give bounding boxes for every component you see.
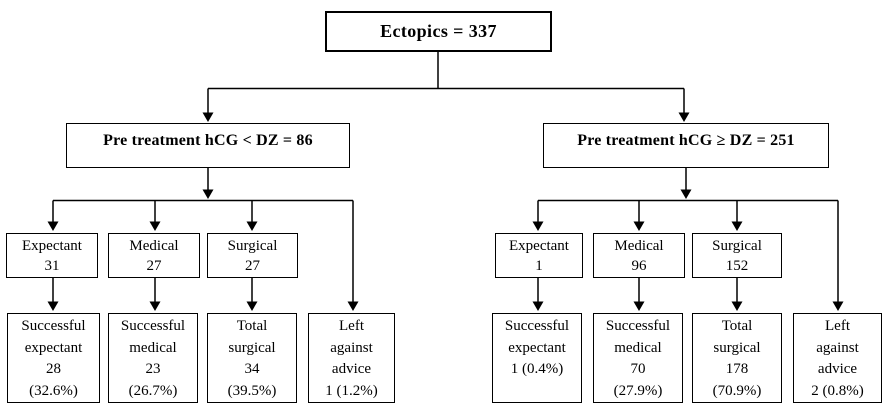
root-node: Ectopics = 337 [325,11,552,52]
treatment-name: Medical [129,237,179,254]
outcome-line: Successful [120,318,186,334]
outcome-line: Successful [21,318,86,334]
outcome-line: (32.6%) [29,382,78,399]
treatment-count: 152 [725,257,749,274]
branch-high-hcg-label: Pre treatment hCG ≥ DZ = 251 [577,131,795,149]
outcome-node-successful-expectant-high: Successful expectant 1 (0.4%) [492,313,582,403]
outcome-line: against [330,339,373,356]
outcome-node-total-surgical-low: Total surgical 34 (39.5%) [207,313,297,403]
outcome-line: Left [825,318,850,334]
outcome-line: (26.7%) [128,382,178,399]
outcome-line: Left [339,318,364,334]
outcome-line: 23 [145,361,161,377]
outcome-line: 34 [244,361,260,377]
outcome-node-left-against-advice-low: Left against advice 1 (1.2%) [308,313,395,403]
treatment-name: Expectant [509,237,569,254]
outcome-line: expectant [508,339,566,356]
outcome-node-successful-medical-low: Successful medical 23 (26.7%) [108,313,198,403]
treatment-count: 96 [631,257,647,274]
treatment-node-medical-low: Medical 27 [108,233,200,278]
branch-low-hcg-node: Pre treatment hCG < DZ = 86 [66,123,350,168]
outcome-line: 1 (0.4%) [510,361,564,377]
outcome-node-successful-expectant-low: Successful expectant 28 (32.6%) [7,313,100,403]
outcome-line: advice [817,361,858,377]
treatment-count: 27 [146,257,162,274]
outcome-line: Successful [504,318,570,334]
outcome-line: 1 (1.2%) [325,382,378,399]
outcome-line: expectant [24,339,83,356]
treatment-name: Surgical [227,237,278,254]
outcome-line: medical [129,339,177,356]
outcome-line: 2 (0.8%) [811,382,864,399]
treatment-name: Medical [614,237,664,254]
outcome-line: (70.9%) [712,382,762,399]
outcome-line: Successful [605,318,671,334]
treatment-node-expectant-high: Expectant 1 [495,233,583,278]
outcome-node-left-against-advice-high: Left against advice 2 (0.8%) [793,313,882,403]
treatment-node-surgical-high: Surgical 152 [692,233,782,278]
root-label: Ectopics = 337 [380,21,497,41]
treatment-name: Surgical [712,237,762,254]
treatment-node-surgical-low: Surgical 27 [207,233,298,278]
outcome-line: Total [236,318,268,334]
outcome-node-successful-medical-high: Successful medical 70 (27.9%) [593,313,683,403]
branch-high-hcg-node: Pre treatment hCG ≥ DZ = 251 [543,123,829,168]
outcome-line: 70 [630,361,646,377]
outcome-line: surgical [713,339,761,356]
branch-low-hcg-label: Pre treatment hCG < DZ = 86 [103,131,313,149]
outcome-line: Total [721,318,753,334]
treatment-name: Expectant [22,237,82,254]
outcome-line: medical [614,339,662,356]
treatment-count: 31 [44,257,60,274]
treatment-count: 27 [245,257,260,274]
outcome-line: (27.9%) [613,382,663,399]
outcome-line: (39.5%) [227,382,277,399]
outcome-node-total-surgical-high: Total surgical 178 (70.9%) [692,313,782,403]
outcome-line: 178 [725,361,749,377]
outcome-line: surgical [228,339,276,356]
treatment-count: 1 [535,257,543,274]
outcome-line: 28 [46,361,61,377]
treatment-node-expectant-low: Expectant 31 [6,233,98,278]
outcome-line: against [816,339,859,356]
outcome-line: advice [331,361,372,377]
treatment-node-medical-high: Medical 96 [593,233,685,278]
